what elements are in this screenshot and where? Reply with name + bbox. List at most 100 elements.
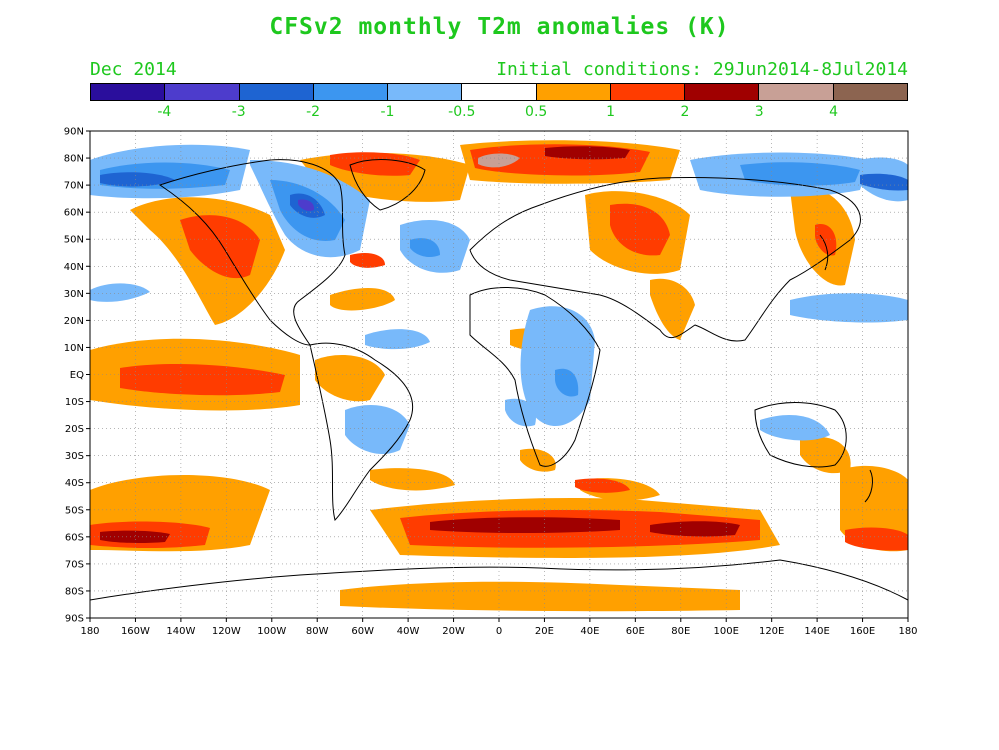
lat-label: 30N <box>64 289 84 300</box>
lon-label: 140W <box>166 626 195 637</box>
lat-label: 90S <box>65 614 84 625</box>
colorbar-label: -3 <box>231 104 246 120</box>
arctic-strong-cool <box>100 172 175 187</box>
lat-label: 30S <box>65 451 84 462</box>
colorbar-swatch <box>759 84 834 100</box>
south-america-coast <box>309 342 414 521</box>
siberia-strong-cool <box>860 173 908 191</box>
antarctica-coast <box>90 559 908 601</box>
map-title: CFSv2 monthly T2m anomalies (K) <box>269 14 730 40</box>
colorbar-label: -2 <box>306 104 321 120</box>
lat-label: 10N <box>64 343 84 354</box>
lat-label: 10S <box>65 397 84 408</box>
s-america-cool <box>345 405 410 455</box>
lat-label: 40S <box>65 478 84 489</box>
africa-coast <box>469 287 601 467</box>
lon-label: 140E <box>804 626 829 637</box>
japan-strong <box>815 224 837 256</box>
lon-label: 60W <box>351 626 374 637</box>
eq-pacific-strong <box>120 364 285 396</box>
lat-label: 50S <box>65 505 84 516</box>
colorbar-label: 3 <box>754 104 764 120</box>
s-australia-warm <box>800 436 851 474</box>
s-africa-strong <box>575 478 630 493</box>
lat-label: 90N <box>64 127 84 138</box>
extreme-warm-fields <box>478 153 520 168</box>
n-atlantic-moderate-cool <box>410 238 440 258</box>
lon-label: 0 <box>496 626 502 637</box>
colorbar-swatch <box>165 84 240 100</box>
s-pacific-east-strong <box>845 527 908 551</box>
arctic-core <box>545 146 630 160</box>
lat-label: 50N <box>64 235 84 246</box>
lon-label: 180 <box>898 626 917 637</box>
colorbar <box>90 83 908 101</box>
lon-label: 60E <box>626 626 645 637</box>
lon-label: 40W <box>397 626 420 637</box>
c-africa-cool <box>520 306 595 427</box>
lon-label: 100E <box>714 626 739 637</box>
lon-label: 120E <box>759 626 784 637</box>
lat-label: 40N <box>64 262 84 273</box>
colorbar-swatch <box>462 84 537 100</box>
colorbar-label: 4 <box>829 104 839 120</box>
eurasia-coast <box>469 177 861 342</box>
new-zealand-coast <box>864 469 873 503</box>
colorbar-swatch <box>313 84 389 100</box>
antarctic-warm <box>340 581 740 612</box>
colorbar-labels: -4 -3 -2 -1 -0.5 0.5 1 2 3 4 <box>90 104 908 122</box>
lon-label: 120W <box>212 626 241 637</box>
lon-label: 180 <box>80 626 99 637</box>
colorbar-swatch <box>536 84 611 100</box>
lon-label: 40E <box>580 626 599 637</box>
atlantic-trop-cool <box>365 329 430 350</box>
colorbar-swatch <box>388 84 463 100</box>
e-pacific-cool <box>90 283 150 302</box>
colorbar-swatch <box>685 84 760 100</box>
e-africa-moderate-cool <box>555 368 579 397</box>
lat-label: 20N <box>64 316 84 327</box>
lon-label: 20E <box>535 626 554 637</box>
colorbar-swatch <box>91 84 166 100</box>
colorbar-label: -0.5 <box>448 104 476 120</box>
colorbar-label: 1 <box>606 104 615 120</box>
valid-month: Dec 2014 <box>90 59 177 80</box>
lat-label: 20S <box>65 424 84 435</box>
longitude-axis: 180 160W 140W 120W 100W 80W 60W 40W 20W 0 20E 40E 60… <box>80 618 918 637</box>
japan-coast <box>819 234 829 271</box>
lon-label: 160W <box>121 626 150 637</box>
greenland-strong <box>330 152 420 176</box>
colorbar-label: -1 <box>380 104 395 120</box>
lat-label: 60S <box>65 532 84 543</box>
lat-label: 60N <box>64 208 84 219</box>
n-atlantic-strong <box>350 253 385 268</box>
lat-label: 70N <box>64 181 84 192</box>
latitude-axis: 90N 80N 70N 60N 50N 40N 30N 20N 10N EQ 10S 20S 30S 40… <box>64 127 90 625</box>
initial-conditions: Initial conditions: 29Jun2014-8Jul2014 <box>496 59 908 80</box>
gridlines <box>90 131 908 618</box>
india-warm <box>650 278 695 340</box>
coastlines <box>90 159 908 601</box>
w-pacific-cool <box>790 293 908 323</box>
colorbar-swatch <box>239 84 314 100</box>
s-africa-cool <box>505 398 536 427</box>
extreme-cool-fields <box>298 199 315 211</box>
s-ocean-east-core <box>650 521 740 537</box>
s-atlantic-warm <box>370 468 455 491</box>
australia-coast <box>754 402 847 468</box>
lon-label: 80W <box>306 626 329 637</box>
s-ocean-core <box>430 517 620 533</box>
arctic-extreme <box>478 153 520 168</box>
s-america-warm <box>315 355 385 402</box>
lat-label: 80N <box>64 154 84 165</box>
lat-label: 80S <box>65 586 84 597</box>
lon-label: 80E <box>671 626 690 637</box>
canada-extreme-cool <box>298 199 315 211</box>
lon-label: 100W <box>257 626 286 637</box>
colorbar-swatch <box>833 84 907 100</box>
lat-label: EQ <box>70 370 84 381</box>
colorbar-label: 2 <box>680 104 690 120</box>
ne-asia-moderate-cool <box>740 162 860 186</box>
greenland-coast <box>349 159 426 211</box>
